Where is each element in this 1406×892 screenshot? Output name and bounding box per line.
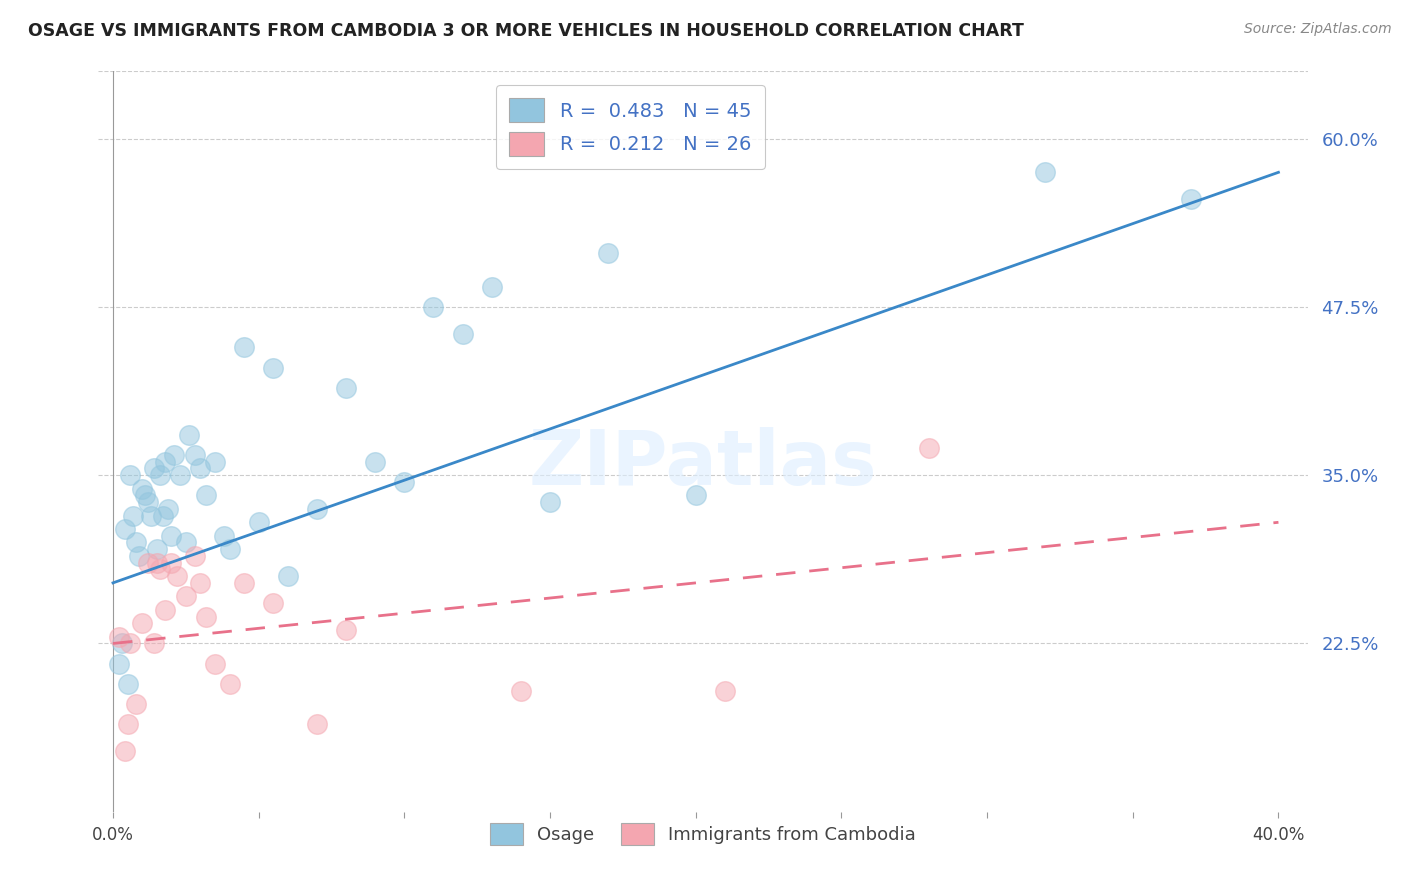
Point — [190, 575, 212, 590]
Point — [142, 461, 165, 475]
Point — [145, 556, 167, 570]
Point — [233, 575, 256, 590]
Point — [157, 501, 180, 516]
Point — [714, 683, 737, 698]
Text: OSAGE VS IMMIGRANTS FROM CAMBODIA 3 OR MORE VEHICLES IN HOUSEHOLD CORRELATION CH: OSAGE VS IMMIGRANTS FROM CAMBODIA 3 OR M… — [28, 22, 1024, 40]
Point — [685, 488, 707, 502]
Point — [149, 562, 172, 576]
Point — [204, 455, 226, 469]
Point — [451, 326, 474, 341]
Point — [131, 616, 153, 631]
Point — [262, 360, 284, 375]
Point — [277, 569, 299, 583]
Point — [218, 677, 240, 691]
Point — [233, 340, 256, 354]
Point — [108, 630, 131, 644]
Point — [918, 442, 941, 456]
Point — [125, 535, 148, 549]
Point — [108, 657, 131, 671]
Point — [481, 279, 503, 293]
Point — [120, 468, 142, 483]
Text: Source: ZipAtlas.com: Source: ZipAtlas.com — [1244, 22, 1392, 37]
Point — [174, 535, 197, 549]
Point — [160, 529, 183, 543]
Point — [218, 542, 240, 557]
Point — [128, 549, 150, 563]
Point — [125, 697, 148, 711]
Point — [136, 495, 159, 509]
Point — [177, 427, 200, 442]
Point — [149, 468, 172, 483]
Point — [136, 556, 159, 570]
Point — [160, 556, 183, 570]
Point — [305, 501, 328, 516]
Point — [142, 636, 165, 650]
Point — [152, 508, 174, 523]
Point — [335, 623, 357, 637]
Point — [212, 529, 235, 543]
Text: ZIPatlas: ZIPatlas — [529, 426, 877, 500]
Point — [183, 448, 205, 462]
Point — [247, 516, 270, 530]
Point — [364, 455, 387, 469]
Point — [139, 508, 162, 523]
Point — [1180, 192, 1202, 206]
Point — [183, 549, 205, 563]
Point — [114, 744, 136, 758]
Point — [509, 683, 531, 698]
Point — [120, 636, 142, 650]
Point — [131, 482, 153, 496]
Point — [111, 636, 134, 650]
Point — [394, 475, 416, 489]
Point — [195, 488, 218, 502]
Point — [305, 717, 328, 731]
Point — [155, 603, 177, 617]
Point — [422, 300, 444, 314]
Point — [538, 495, 561, 509]
Point — [134, 488, 156, 502]
Point — [262, 596, 284, 610]
Point — [335, 381, 357, 395]
Point — [1033, 165, 1056, 179]
Legend: Osage, Immigrants from Cambodia: Osage, Immigrants from Cambodia — [481, 814, 925, 855]
Point — [155, 455, 177, 469]
Point — [163, 448, 186, 462]
Point — [166, 569, 188, 583]
Point — [122, 508, 145, 523]
Point — [169, 468, 191, 483]
Point — [114, 522, 136, 536]
Point — [117, 717, 139, 731]
Point — [204, 657, 226, 671]
Point — [598, 246, 620, 260]
Point — [145, 542, 167, 557]
Point — [195, 609, 218, 624]
Point — [174, 590, 197, 604]
Point — [190, 461, 212, 475]
Point — [117, 677, 139, 691]
